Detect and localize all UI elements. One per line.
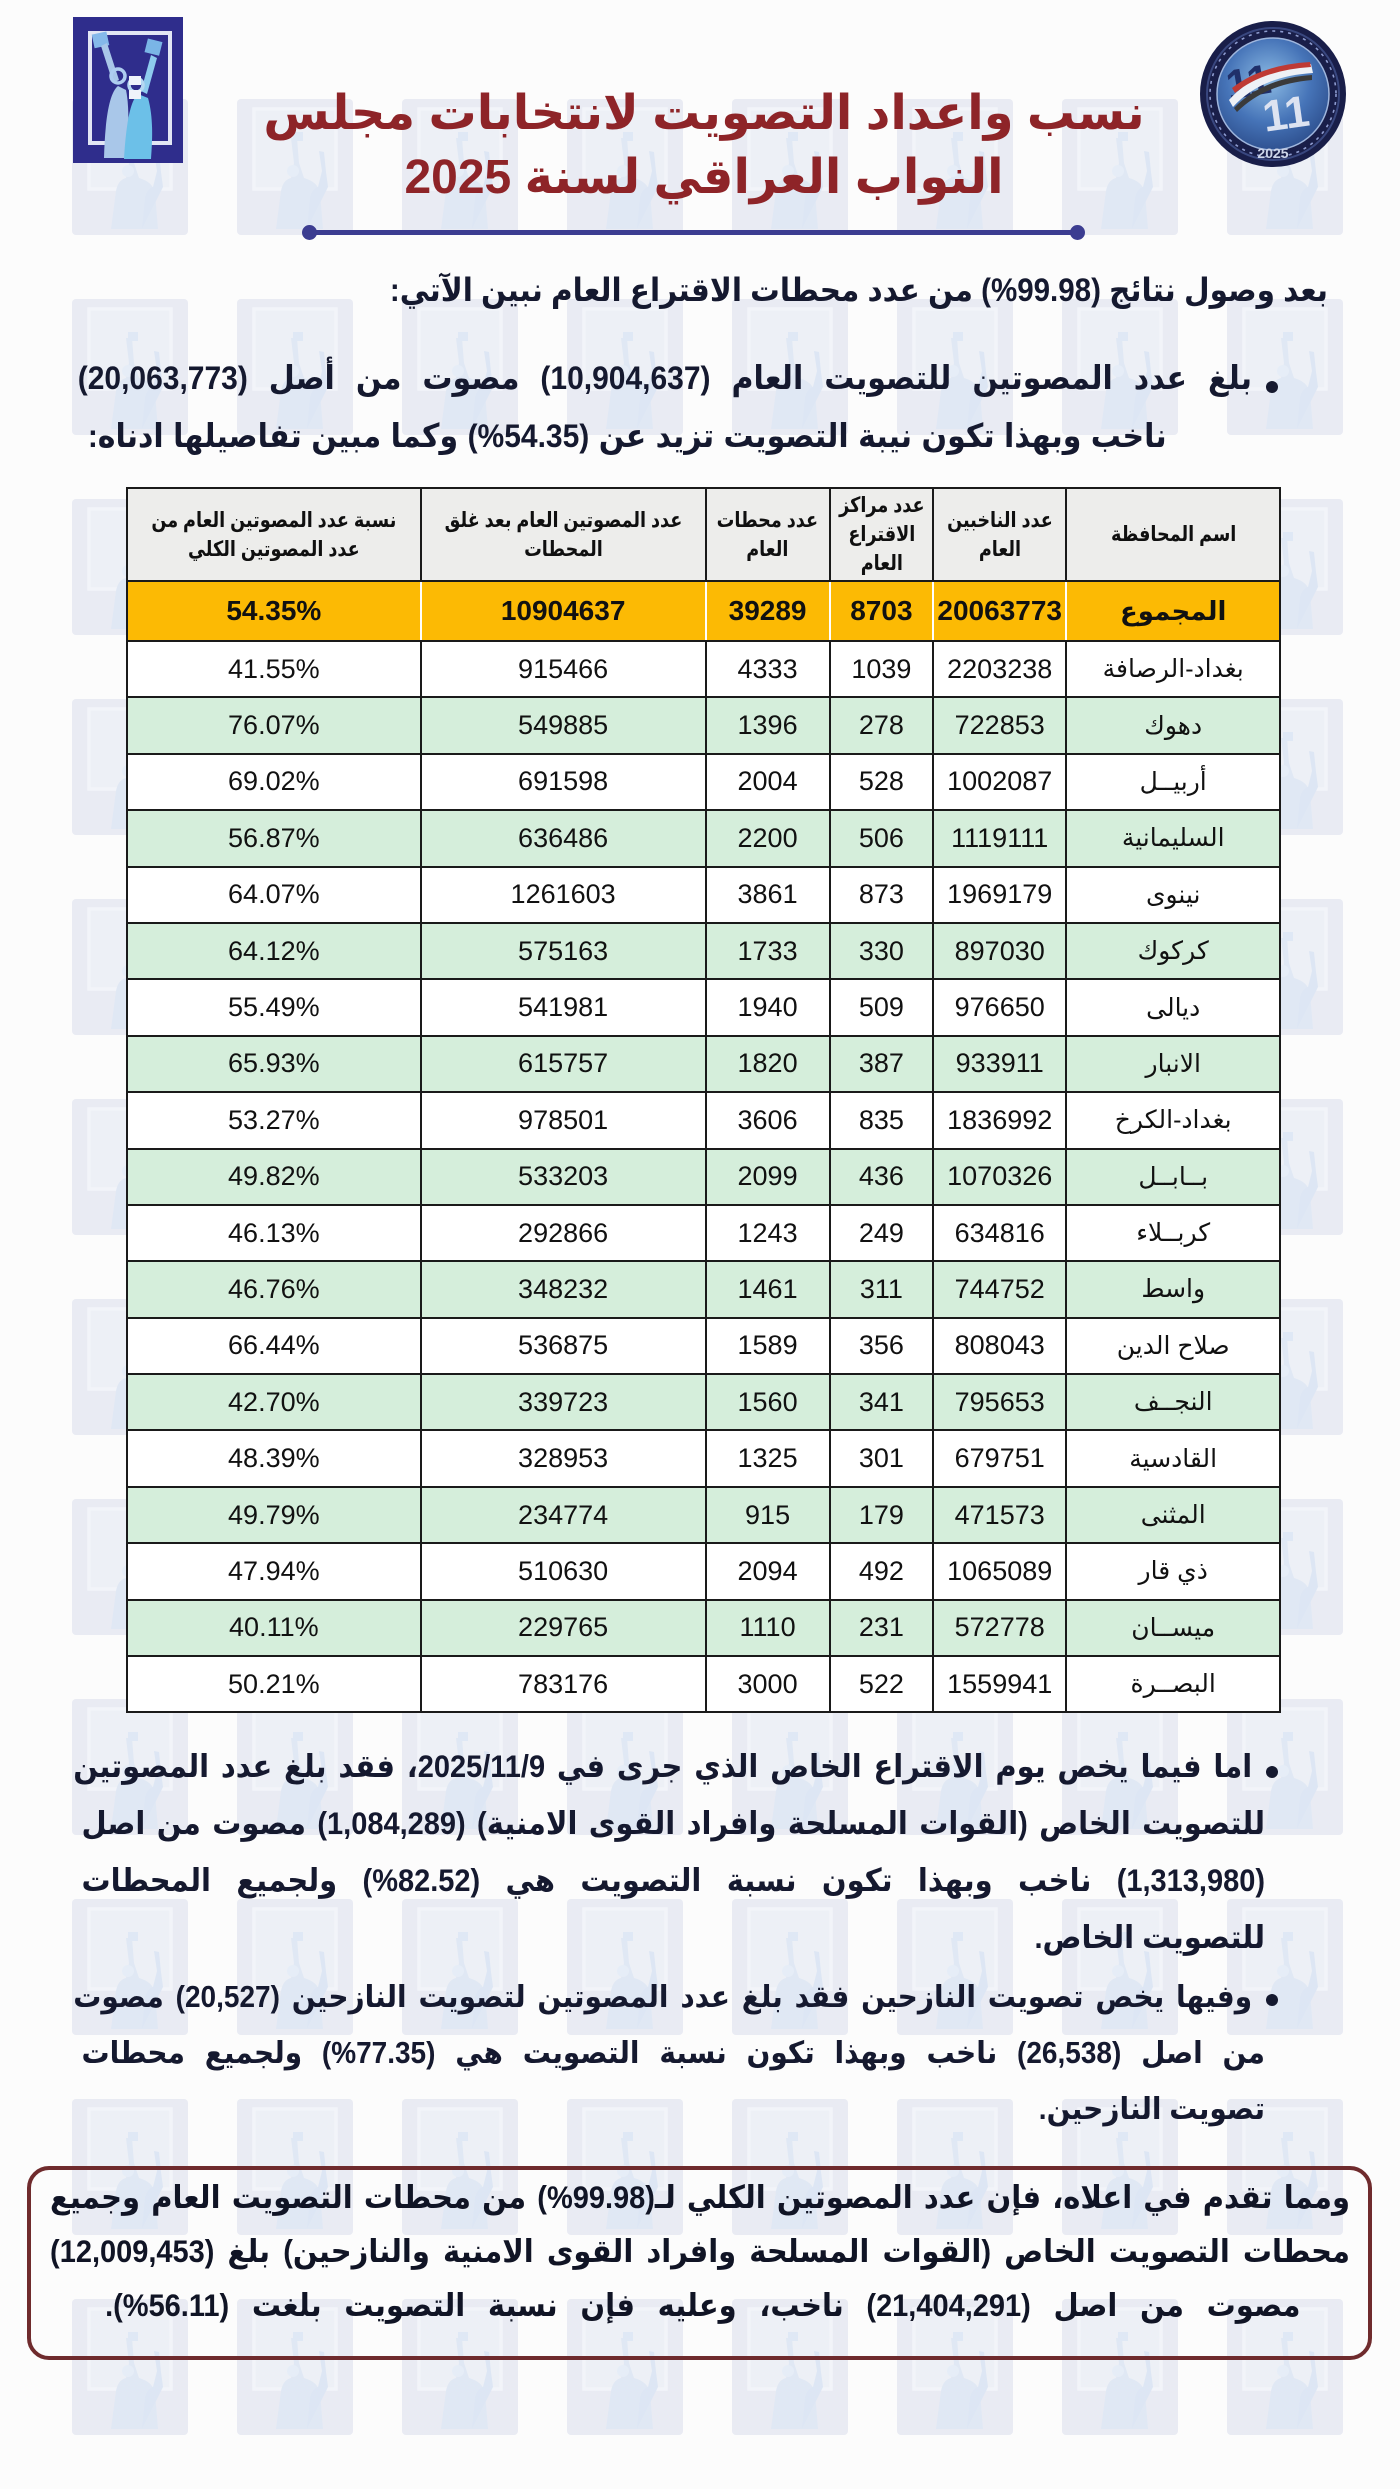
svg-text:11: 11 <box>1260 87 1313 142</box>
svg-text:2025: 2025 <box>1257 145 1288 161</box>
